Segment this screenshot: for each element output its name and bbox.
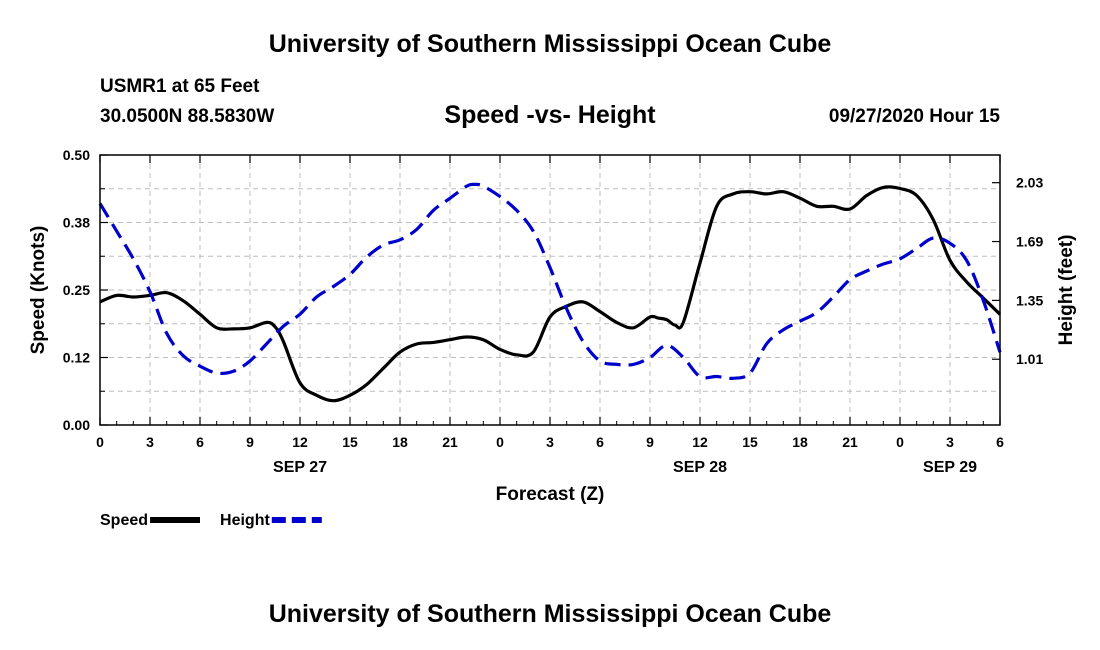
x-tick-label: 3 [946, 434, 954, 450]
axes: 0 3 6 9 12 15 18 21 0 3 6 9 12 15 18 21 0 3 6 0.00 0.12 0.25 0… [63, 147, 1044, 476]
forecast-datetime: 09/27/2020 Hour 15 [828, 106, 1000, 127]
y-tick-label: 0.00 [63, 417, 90, 433]
y2-axis-label: Height (feet) [1056, 235, 1077, 346]
legend-label-speed: Speed [100, 512, 148, 529]
date-label: SEP 28 [673, 459, 727, 476]
x-tick-label: 6 [596, 434, 604, 450]
coordinates-label: 30.0500N 88.5830W [100, 106, 275, 127]
y-axis-label: Speed (Knots) [28, 226, 49, 355]
x-tick-label: 21 [442, 434, 458, 450]
x-tick-label: 6 [996, 434, 1004, 450]
x-tick-label: 9 [246, 434, 254, 450]
bottom-title: University of Southern Mississippi Ocean… [268, 600, 832, 628]
x-tick-label: 6 [196, 434, 204, 450]
legend-label-height: Height [220, 512, 270, 529]
x-tick-label: 18 [792, 434, 808, 450]
y-tick-label: 0.50 [63, 147, 90, 163]
date-label: SEP 29 [923, 459, 977, 476]
x-tick-label: 12 [292, 434, 308, 450]
grid [100, 155, 1000, 425]
station-label: USMR1 at 65 Feet [100, 76, 260, 97]
y-tick-label: 0.25 [63, 282, 90, 298]
y-tick-label: 0.12 [63, 350, 90, 366]
x-axis-label: Forecast (Z) [496, 484, 605, 505]
x-tick-label: 0 [896, 434, 904, 450]
date-label: SEP 27 [273, 459, 327, 476]
x-tick-label: 3 [546, 434, 554, 450]
x-tick-label: 3 [146, 434, 154, 450]
x-tick-label: 9 [646, 434, 654, 450]
x-tick-label: 0 [496, 434, 504, 450]
y2-tick-label: 1.69 [1016, 234, 1043, 250]
y2-tick-label: 1.35 [1016, 292, 1043, 308]
chart-title: Speed -vs- Height [444, 101, 656, 129]
legend: Speed Height [100, 512, 322, 529]
series-layer [98, 182, 1002, 403]
top-title: University of Southern Mississippi Ocean… [268, 30, 832, 58]
x-tick-label: 15 [342, 434, 358, 450]
series-line-speed [99, 185, 1002, 403]
x-tick-label: 15 [742, 434, 758, 450]
y2-tick-label: 2.03 [1016, 175, 1043, 191]
series-line-height [98, 182, 1002, 380]
x-tick-label: 0 [96, 434, 104, 450]
x-tick-label: 21 [842, 434, 858, 450]
y2-tick-label: 1.01 [1016, 351, 1043, 367]
y-tick-label: 0.38 [63, 215, 90, 231]
x-tick-label: 12 [692, 434, 708, 450]
x-tick-label: 18 [392, 434, 408, 450]
